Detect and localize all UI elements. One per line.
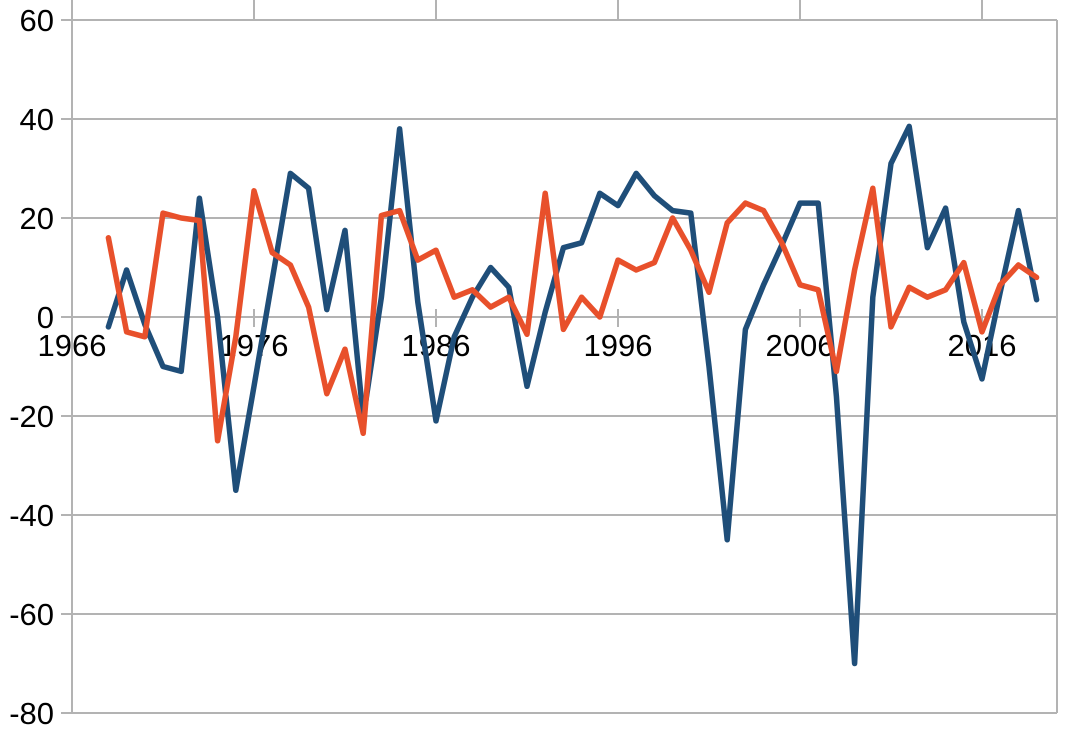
x-axis-label: 1996 bbox=[584, 328, 653, 363]
y-axis-label: 40 bbox=[20, 102, 54, 137]
y-axis-label: -60 bbox=[9, 597, 54, 632]
x-axis-label: 1966 bbox=[38, 328, 107, 363]
y-axis-label: 20 bbox=[20, 201, 54, 236]
y-axis-label: 0 bbox=[37, 300, 54, 335]
x-axis-label: 2006 bbox=[766, 328, 835, 363]
y-axis-label: -80 bbox=[9, 696, 54, 731]
y-axis-label: -20 bbox=[9, 399, 54, 434]
x-axis-label: 1986 bbox=[402, 328, 471, 363]
y-axis-label: -40 bbox=[9, 498, 54, 533]
blue-series-line bbox=[105, 123, 1040, 667]
y-axis-label: 60 bbox=[20, 3, 54, 38]
orange-series-line bbox=[105, 185, 1040, 444]
